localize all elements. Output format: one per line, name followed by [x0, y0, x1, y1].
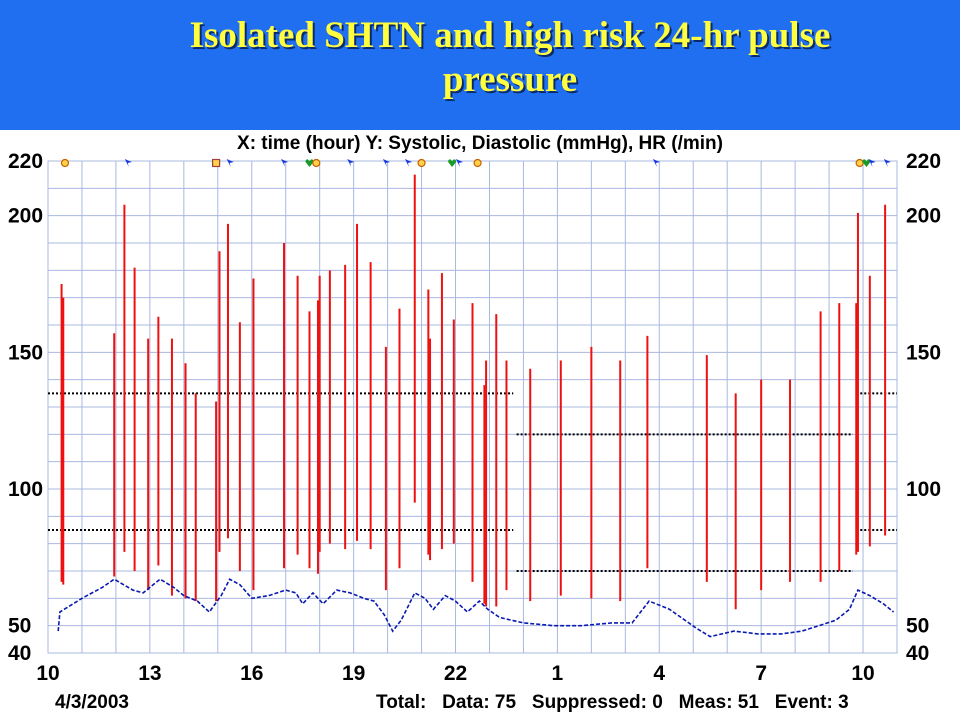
x-tick-label: 13: [138, 662, 161, 685]
event-flag-marker: [652, 159, 660, 167]
x-tick-label: 16: [240, 662, 263, 685]
x-tick-label: 10: [36, 662, 59, 685]
footer-date: 4/3/2003: [55, 692, 129, 713]
hr-series: [57, 578, 895, 638]
x-tick-label: 22: [444, 662, 467, 685]
event-heart-marker: [862, 159, 871, 167]
y-tick-label-left: 40: [8, 642, 31, 665]
event-flag-marker: [347, 159, 355, 167]
bp-bars: [60, 174, 887, 610]
x-tick-label: 1: [552, 662, 564, 685]
event-heart-marker: [448, 159, 457, 167]
event-circle-marker: [60, 158, 70, 168]
chart-title: X: time (hour) Y: Systolic, Diastolic (m…: [237, 133, 723, 154]
event-circle-marker: [312, 158, 321, 168]
y-tick-label-right: 200: [906, 205, 941, 228]
x-tick-label: 7: [755, 662, 767, 685]
event-flag-marker: [868, 159, 876, 167]
y-tick-label-right: 150: [906, 341, 941, 364]
y-tick-label-left: 200: [8, 205, 43, 228]
y-tick-label-left: 50: [8, 615, 31, 638]
y-tick-label-left: 220: [8, 150, 43, 173]
hr-line: [57, 578, 895, 638]
event-circle-marker: [855, 158, 864, 168]
threshold-lines: [48, 392, 897, 572]
slide-title-line-1: Isolated SHTN and high risk 24-hr pulse: [189, 15, 831, 56]
event-flag-marker: [455, 159, 463, 167]
slide-title-line-2: pressure: [442, 59, 578, 100]
event-flag-marker: [382, 159, 390, 167]
event-square-marker: [212, 158, 221, 168]
event-flag-marker: [281, 159, 289, 167]
bp-chart: X: time (hour) Y: Systolic, Diastolic (m…: [8, 133, 941, 685]
y-tick-label-right: 50: [906, 615, 929, 638]
x-tick-labels: 10 13 16 19 22 1 4 7 10: [36, 662, 874, 685]
event-flag-marker: [124, 159, 132, 167]
event-flag-marker: [226, 159, 234, 167]
event-flag-marker: [404, 159, 412, 167]
y-tick-label-right: 100: [906, 478, 941, 501]
y-tick-labels: 40 40 50 50 100 100 150 150 200 200 220 220: [8, 150, 941, 665]
y-tick-label-right: 220: [906, 150, 941, 173]
y-tick-label-right: 40: [906, 642, 929, 665]
x-tick-label: 19: [342, 662, 365, 685]
event-heart-marker: [305, 159, 314, 167]
x-tick-label: 4: [653, 662, 665, 685]
event-flag-marker: [883, 159, 891, 167]
x-tick-label: 10: [851, 662, 874, 685]
y-tick-label-left: 150: [8, 341, 43, 364]
y-tick-label-left: 100: [8, 478, 43, 501]
event-circle-marker: [473, 158, 482, 168]
slide-title: Isolated SHTN and high risk 24-hr pulse …: [60, 14, 960, 102]
footer-stats: Total: Data: 75 Suppressed: 0 Meas: 51 E…: [376, 692, 849, 713]
slide-header: Isolated SHTN and high risk 24-hr pulse …: [0, 0, 960, 130]
event-markers: [60, 158, 891, 168]
event-circle-marker: [417, 158, 426, 168]
